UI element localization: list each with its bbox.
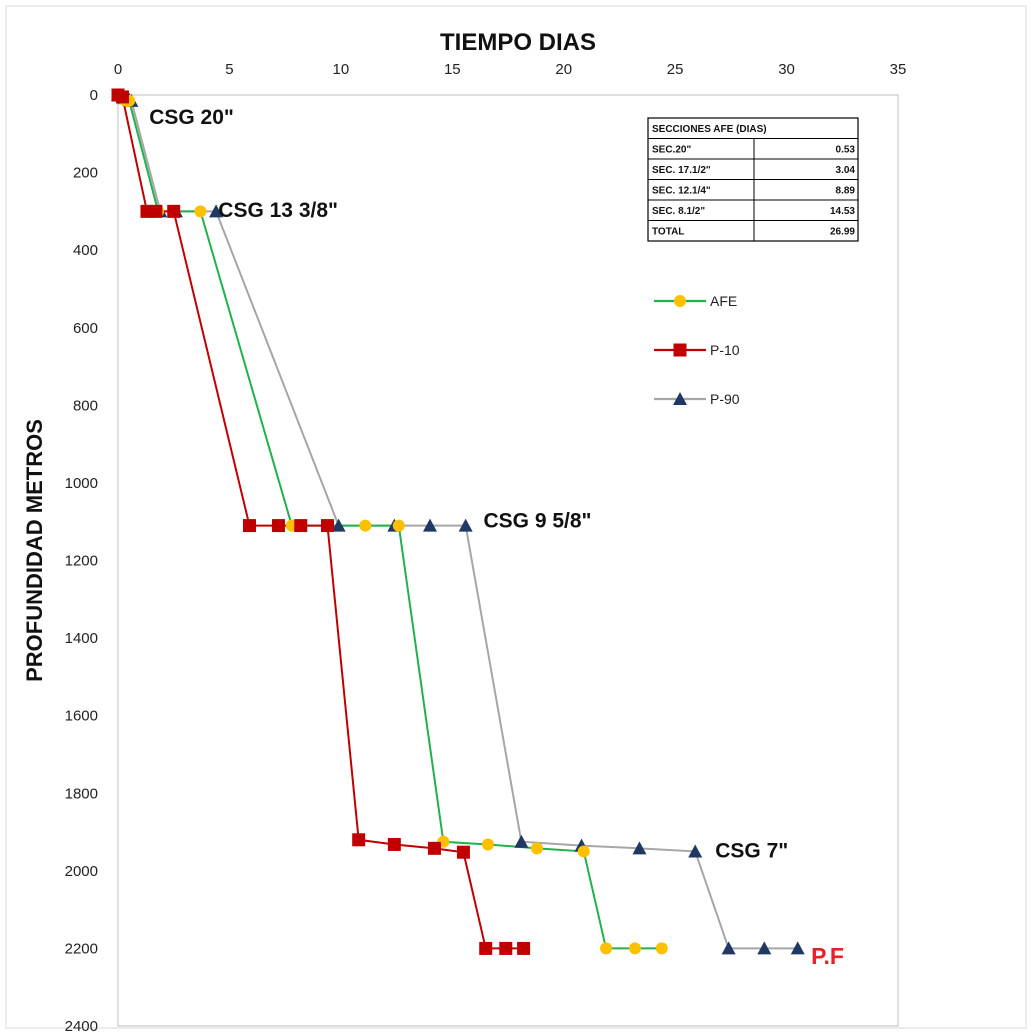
data-point-p-90 [688,844,703,858]
table-row-value: 26.99 [830,227,855,238]
data-point-p-90 [514,834,529,848]
y-tick-label: 1600 [65,708,98,725]
legend-marker-p-90 [673,392,687,405]
y-tick-label: 200 [73,165,98,182]
data-point-p-10 [115,90,129,104]
table-row-value: 0.53 [836,145,856,156]
annotation-label: CSG 7" [715,839,788,862]
data-point-p-90 [458,518,473,532]
x-tick-label: 30 [778,61,795,78]
annotation-label: CSG 20" [149,106,234,129]
legend: AFE P-10 P-90 [654,293,740,407]
legend-marker-p-10 [673,343,687,357]
data-point-afe [577,845,590,858]
y-tick-label: 2200 [65,940,98,957]
legend-label-p-90: P-90 [710,391,740,407]
data-point-p-10 [456,845,470,859]
table-row-value: 14.53 [830,206,855,217]
data-point-afe [629,942,642,955]
outer-frame [5,5,1027,1029]
data-point-p-90 [331,518,346,532]
x-tick-label: 10 [333,61,350,78]
table-row-value: 3.04 [836,165,856,176]
x-tick-label: 0 [114,61,122,78]
data-point-afe [530,842,543,855]
y-tick-label: 2400 [65,1018,98,1034]
legend-label-afe: AFE [710,293,737,309]
data-point-p-10 [387,837,401,851]
data-point-afe [481,838,494,851]
data-point-afe [359,519,372,532]
x-axis-title: TIEMPO DIAS [440,29,596,56]
x-tick-label: 15 [444,61,461,78]
annotation-label: CSG 9 5/8" [483,510,591,533]
x-tick-label: 35 [890,61,907,78]
y-tick-label: 600 [73,320,98,337]
data-point-p-10 [167,204,181,218]
data-point-p-90 [757,941,772,955]
table-row-label: SEC. 12.1/4" [652,186,711,197]
y-tick-label: 1000 [65,475,98,492]
data-point-p-10 [427,841,441,855]
y-tick-label: 400 [73,242,98,259]
data-point-p-10 [352,833,366,847]
x-tick-label: 20 [555,61,572,78]
data-point-p-10 [517,941,531,955]
plot-layer: TIEMPO DIAS 0 5 10 15 20 25 30 35 0 200 400 600 800 10… [22,29,906,1034]
table-row-label: SEC. 17.1/2" [652,165,711,176]
y-tick-label: 1400 [65,630,98,647]
table-row-label: TOTAL [652,227,684,238]
data-point-p-10 [320,519,334,533]
data-point-p-90 [721,941,736,955]
data-point-p-10 [271,519,285,533]
data-point-afe [655,942,668,955]
data-point-afe [392,519,405,532]
y-tick-label: 0 [90,87,98,104]
y-tick-label: 1800 [65,785,98,802]
data-point-p-90 [423,518,437,532]
data-point-p-10 [294,519,308,533]
annotation-label: P.F [811,943,844,969]
y-tick-label: 800 [73,397,98,414]
data-point-afe [194,205,207,218]
data-point-p-90 [209,204,224,218]
legend-marker-afe [674,295,686,307]
table-row-value: 8.89 [836,186,856,197]
legend-label-p-10: P-10 [710,342,740,358]
table-header: SECCIONES AFE (DIAS) [652,124,767,135]
x-tick-label: 25 [667,61,684,78]
y-tick-label: 1200 [65,553,98,570]
y-axis-title: PROFUNDIDAD METROS [22,419,47,682]
data-point-p-90 [632,841,647,855]
plot-area-border [117,94,899,1027]
data-point-afe [600,942,613,955]
table-row-label: SEC. 8.1/2" [652,206,705,217]
annotation-label: CSG 13 3/8" [218,199,338,222]
x-tick-label: 5 [225,61,233,78]
data-point-p-10 [149,204,163,218]
afe-sections-table: SECCIONES AFE (DIAS) SEC.20" 0.53 SEC. 17.1… [647,117,859,242]
data-point-p-90 [790,941,805,955]
data-point-p-10 [479,941,493,955]
data-point-p-10 [499,941,513,955]
table-row-label: SEC.20" [652,145,691,156]
data-point-p-10 [242,519,256,533]
y-tick-label: 2000 [65,863,98,880]
